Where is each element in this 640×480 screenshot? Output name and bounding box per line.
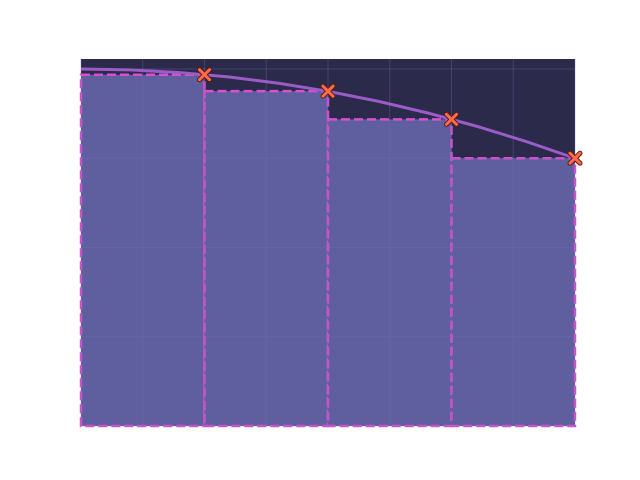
bar: [450, 156, 577, 428]
marker: [568, 151, 582, 165]
bar: [79, 73, 206, 428]
marker: [321, 84, 335, 98]
marker: [445, 112, 458, 126]
bar: [203, 89, 330, 428]
bar: [326, 118, 453, 428]
marker: [198, 68, 211, 82]
